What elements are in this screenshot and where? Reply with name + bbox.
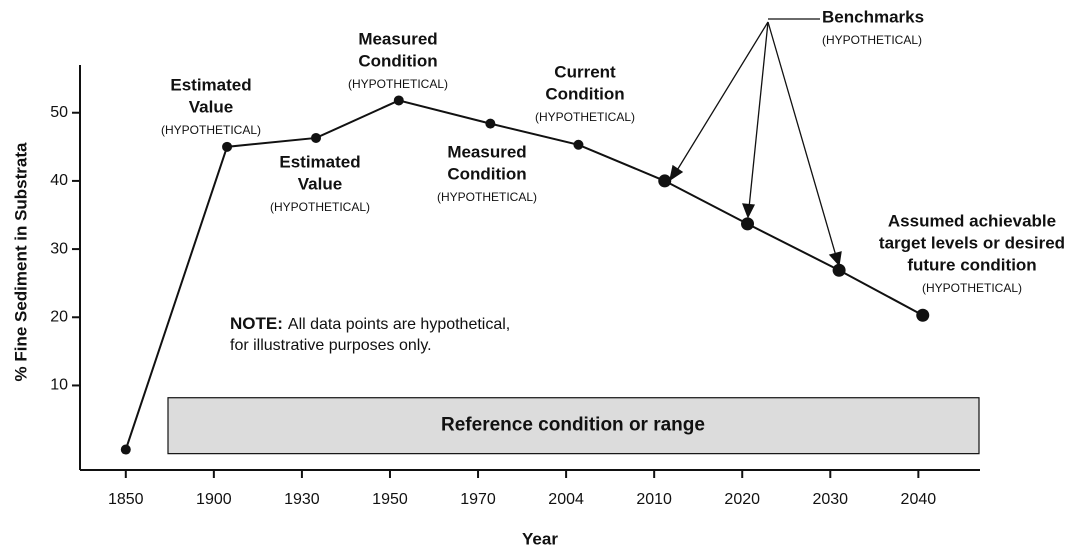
annotation-text: future condition bbox=[907, 255, 1036, 274]
annotation-text: Value bbox=[189, 97, 233, 116]
y-tick-label: 20 bbox=[50, 308, 68, 325]
data-point bbox=[658, 174, 672, 188]
data-point bbox=[222, 141, 233, 152]
data-point bbox=[916, 308, 930, 322]
annotation-text: Benchmarks bbox=[822, 7, 924, 26]
annotation-note: (HYPOTHETICAL) bbox=[348, 77, 448, 91]
data-point bbox=[573, 139, 584, 150]
y-tick-label: 40 bbox=[50, 172, 68, 189]
data-point bbox=[832, 263, 846, 277]
x-tick-label: 2030 bbox=[812, 491, 848, 508]
annotation-note: (HYPOTHETICAL) bbox=[922, 281, 1022, 295]
note-text: All data points are hypothetical, bbox=[288, 316, 510, 333]
annotation-text: Measured bbox=[447, 142, 526, 161]
annotation-note: (HYPOTHETICAL) bbox=[161, 123, 261, 137]
annotation-text: Condition bbox=[447, 164, 526, 183]
annotation-note: (HYPOTHETICAL) bbox=[535, 110, 635, 124]
x-tick-label: 2010 bbox=[636, 491, 672, 508]
data-line bbox=[124, 99, 924, 450]
data-point bbox=[311, 132, 322, 143]
y-tick-label: 30 bbox=[50, 240, 68, 257]
x-tick-label: 2004 bbox=[548, 491, 584, 508]
annotation-text: Measured bbox=[358, 29, 437, 48]
x-tick-label: 2020 bbox=[724, 491, 760, 508]
annotation-note: (HYPOTHETICAL) bbox=[822, 33, 922, 47]
annotation-text: target levels or desired bbox=[879, 233, 1065, 252]
annotation-text: Estimated bbox=[279, 152, 360, 171]
annotation-text: Assumed achievable bbox=[888, 211, 1056, 230]
x-tick-label: 1900 bbox=[196, 491, 232, 508]
note-line: NOTE: All data points are hypothetical, bbox=[230, 314, 510, 333]
x-tick-label: 1970 bbox=[460, 491, 496, 508]
data-point bbox=[393, 95, 404, 106]
annotation-text: Condition bbox=[545, 84, 624, 103]
annotation-note: (HYPOTHETICAL) bbox=[437, 190, 537, 204]
annotation-text: Value bbox=[298, 174, 342, 193]
data-point bbox=[485, 118, 496, 129]
x-tick-label: 1850 bbox=[108, 491, 144, 508]
benchmark-arrows bbox=[669, 18, 842, 267]
y-axis-label: % Fine Sediment in Substrata bbox=[11, 142, 30, 382]
data-point bbox=[120, 444, 131, 455]
reference-band bbox=[167, 397, 980, 455]
x-tick-label: 2040 bbox=[901, 491, 937, 508]
data-point bbox=[741, 217, 755, 231]
note-line: for illustrative purposes only. bbox=[230, 337, 432, 354]
x-tick-label: 1950 bbox=[372, 491, 408, 508]
y-tick-label: 50 bbox=[50, 104, 68, 121]
annotation-note: (HYPOTHETICAL) bbox=[270, 200, 370, 214]
annotation-text: Current bbox=[554, 62, 616, 81]
y-tick-label: 10 bbox=[50, 377, 68, 394]
note-label: NOTE: bbox=[230, 314, 283, 333]
reference-label: Reference condition or range bbox=[441, 415, 705, 436]
x-axis-label: Year bbox=[522, 529, 558, 548]
x-tick-label: 1930 bbox=[284, 491, 320, 508]
annotation-text: Estimated bbox=[170, 75, 251, 94]
annotation-text: Condition bbox=[358, 51, 437, 70]
